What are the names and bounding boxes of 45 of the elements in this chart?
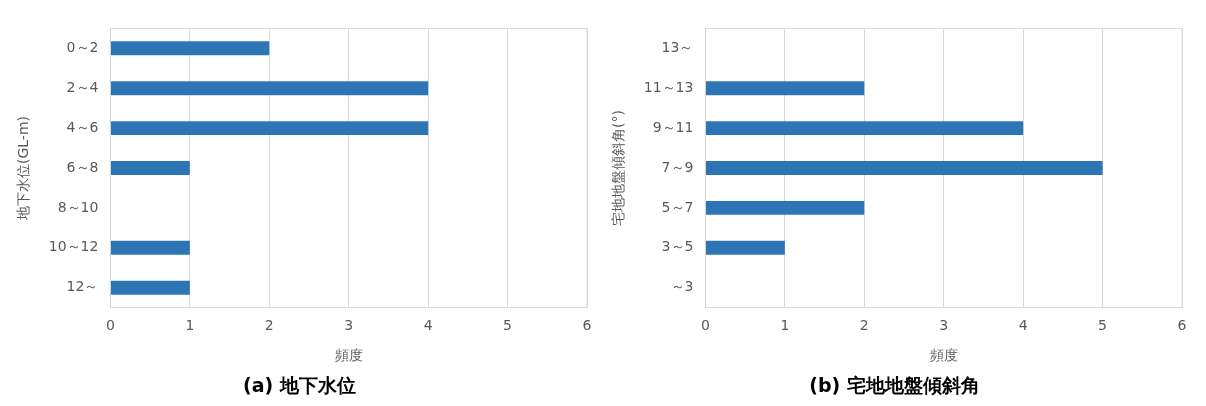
y-tick-label: 12～: [66, 278, 99, 295]
text: (b) 宅地地盤傾斜角: [809, 373, 980, 396]
y-tick-label: 6～8: [66, 158, 99, 175]
bar: [110, 121, 429, 136]
x-axis-title: 頻度: [334, 347, 363, 364]
x-tick-label: 4: [1018, 316, 1028, 333]
x-tick-label: 0: [700, 316, 710, 333]
x-tick-label: 4: [423, 316, 433, 333]
x-tick-label: 1: [780, 316, 790, 333]
x-tick-label: 6: [1177, 316, 1187, 333]
x-tick-label: 1: [185, 316, 195, 333]
bar: [705, 161, 1103, 175]
y-tick-label: 7～9: [661, 158, 694, 175]
bar: [110, 41, 270, 56]
y-tick-label: 3～5: [661, 238, 694, 255]
bar: [110, 161, 190, 175]
y-tick-label: 2～4: [66, 78, 99, 95]
y-tick-label: 13～: [661, 38, 694, 55]
y-axis-title: 地下水位(GL-m): [15, 115, 32, 222]
bar: [705, 200, 865, 215]
y-tick-label: 9～11: [652, 118, 694, 135]
y-axis-title: 宅地地盤傾斜角(°): [610, 110, 627, 226]
x-tick-label: 0: [105, 316, 115, 333]
bar: [705, 240, 785, 255]
y-tick-label: ～3: [670, 278, 694, 295]
y-tick-label: 4～6: [66, 118, 99, 135]
x-tick-label: 2: [264, 316, 274, 333]
x-tick-label: 5: [1098, 316, 1108, 333]
y-tick-label: 5～7: [661, 198, 694, 215]
bar: [110, 240, 190, 255]
bar: [110, 81, 429, 96]
x-axis-title: 頻度: [929, 347, 958, 364]
text: (a) 地下水位: [243, 373, 356, 396]
bar: [705, 121, 1024, 136]
x-tick-label: 5: [503, 316, 513, 333]
x-tick-label: 3: [344, 316, 354, 333]
y-tick-label: 0～2: [66, 38, 99, 55]
y-tick-label: 11～13: [643, 78, 694, 95]
y-tick-label: 8～10: [57, 198, 99, 215]
x-tick-label: 3: [939, 316, 949, 333]
x-tick-label: 6: [582, 316, 592, 333]
bar: [705, 81, 865, 96]
y-tick-label: 10～12: [48, 238, 99, 255]
x-tick-label: 2: [859, 316, 869, 333]
bar: [110, 280, 190, 295]
